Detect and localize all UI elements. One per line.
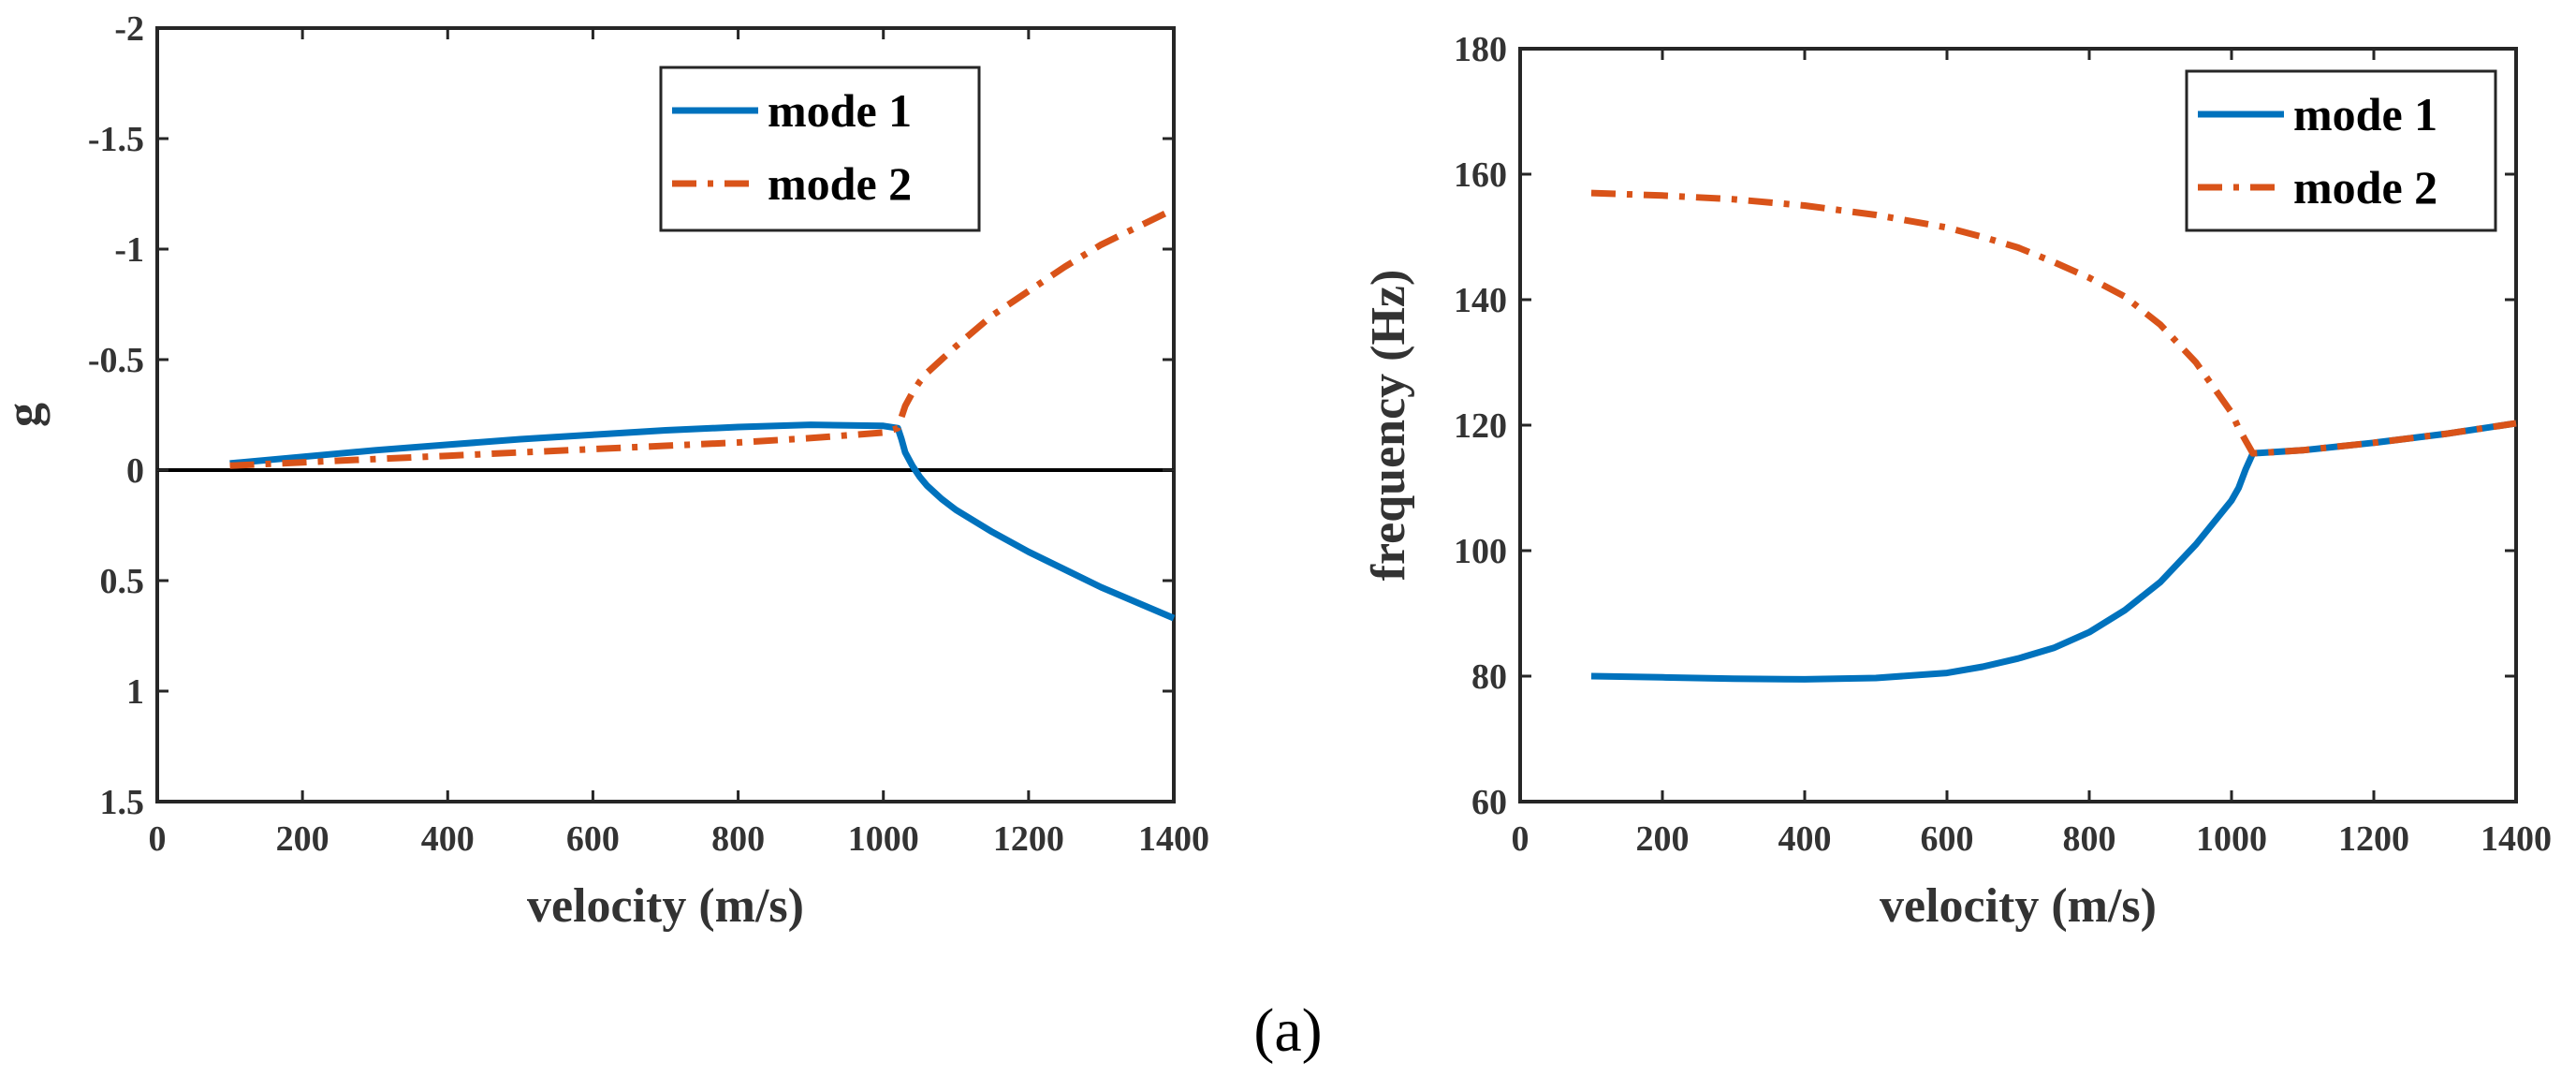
x-tick-label: 0 [149,819,167,859]
x-tick-label: 1000 [848,819,919,859]
y-tick-label: 0 [126,451,144,491]
y-tick-label: 120 [1454,406,1507,446]
legend-box [659,66,981,232]
y-tick-label: 80 [1471,657,1507,697]
x-tick-label: 1000 [2196,819,2267,859]
legend: mode 1 mode 2 [659,66,981,232]
series-line-mode-2 [229,206,1176,469]
chart-g-vs-velocity: 0 200 400 600 800 1000 1200 1400 -2 -1.5 -1 -0.5 0 0.… [0,9,1209,933]
y-tick-label: -1.5 [88,120,144,159]
x-tick-label: 1400 [1138,819,1209,859]
y-tick-label: 0.5 [100,562,145,601]
x-tick-label: 1200 [2338,819,2409,859]
x-tick-label: 400 [1778,819,1832,859]
legend-label: mode 1 [2293,88,2437,140]
x-tick-label: 600 [566,819,620,859]
x-axis-title: velocity (m/s) [1880,879,2157,933]
y-tick-label: 100 [1454,532,1507,571]
x-axis-title: velocity (m/s) [527,879,804,933]
legend: mode 1 mode 2 [2185,69,2497,232]
legend-label: mode 1 [768,84,912,137]
y-tick-label: -1 [114,230,144,270]
y-tick-label: 1.5 [100,783,145,822]
y-tick-label: 60 [1471,783,1507,822]
x-tick-label: 0 [1512,819,1530,859]
legend-label: mode 2 [2293,161,2437,214]
y-tick-label: 160 [1454,155,1507,195]
series-line-mode-2 [1590,189,2517,457]
x-tick-label: 200 [1636,819,1690,859]
x-tick-label: 800 [711,819,765,859]
x-tick-label: 1400 [2481,819,2552,859]
y-tick-label: 180 [1454,30,1507,69]
x-tick-label: 800 [2063,819,2116,859]
y-tick-label: -0.5 [88,341,144,380]
series-line-mode-1 [229,421,1176,622]
x-tick-label: 1200 [993,819,1064,859]
figure-caption: (a) [1253,996,1322,1065]
legend-label: mode 2 [768,157,912,210]
series-line-mode-1 [1590,420,2517,683]
legend-box [2185,69,2497,232]
x-tick-label: 600 [1921,819,1974,859]
x-tick-label: 400 [421,819,475,859]
x-tick-label: 200 [276,819,329,859]
axes-box [155,26,1176,803]
y-tick-label: 1 [126,672,144,712]
y-tick-label: 140 [1454,281,1507,320]
y-tick-label: -2 [114,9,144,49]
y-axis-title: g [0,403,51,427]
y-axis-title: frequency (Hz) [1362,270,1415,582]
chart-frequency-vs-velocity: 0 200 400 600 800 1000 1200 1400 60 80 100 120 140 16… [1362,30,2552,933]
